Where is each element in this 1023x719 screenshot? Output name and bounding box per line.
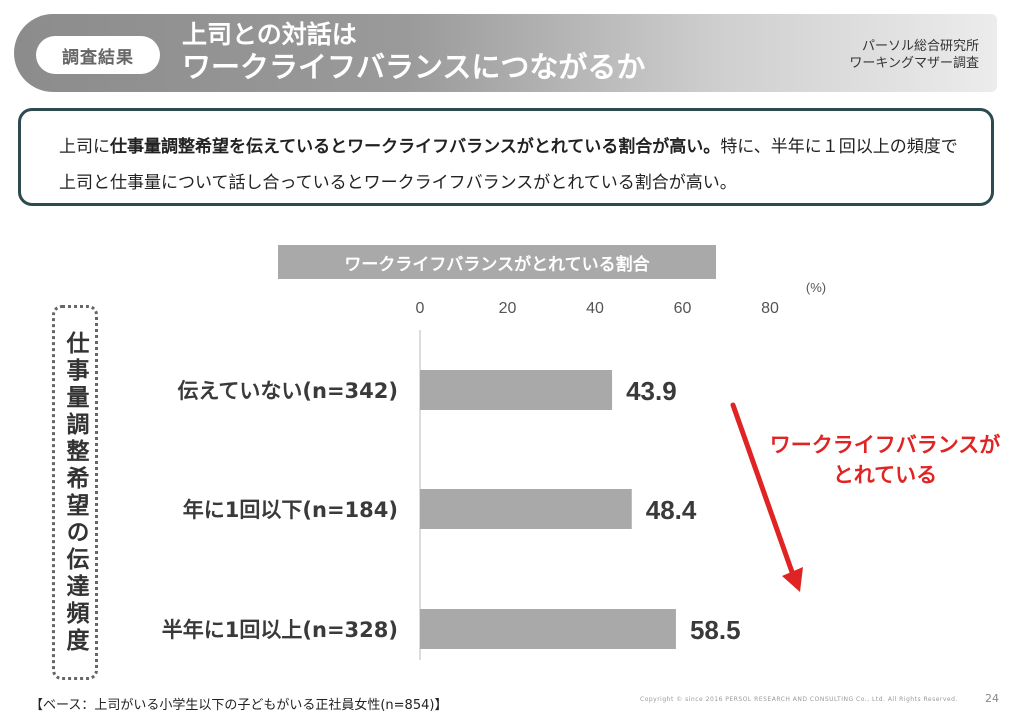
base-note: 【ベース：上司がいる小学生以下の子どもがいる正社員女性(n=854)】 (30, 698, 448, 713)
annotation-line-1: ワークライフバランスが (769, 433, 1001, 457)
source-survey: ワーキングマザー調査 (849, 56, 979, 71)
chart-title: ワークライフバランスがとれている割合 (278, 245, 716, 279)
source-org: パーソル総合研究所 (861, 39, 979, 54)
category-label: 半年に1回以上(n=328) (162, 618, 398, 642)
header-banner: 調査結果 上司との対話は ワークライフバランスにつながるか パーソル総合研究所 … (14, 14, 997, 92)
x-tick-label: 80 (761, 300, 779, 317)
unit-label: (%) (806, 280, 826, 295)
bar-value-label: 58.5 (690, 615, 741, 645)
summary-box: 上司に仕事量調整希望を伝えているとワークライフバランスがとれている割合が高い。特… (18, 108, 994, 206)
bar (420, 489, 632, 529)
trend-arrow-icon (730, 402, 803, 592)
x-tick-label: 40 (586, 300, 604, 317)
badge-survey-results: 調査結果 (36, 36, 160, 74)
bar (420, 609, 676, 649)
title-line-1: 上司との対話は (182, 20, 357, 49)
vertical-axis-label: 仕事量調整希望の伝達頻度 (62, 330, 88, 655)
title-line-2: ワークライフバランスにつながるか (182, 50, 646, 84)
trend-annotation: ワークライフバランスが とれている (760, 430, 1010, 490)
source-label: パーソル総合研究所 ワーキングマザー調査 (849, 38, 979, 72)
category-label: 伝えていない(n=342) (177, 379, 398, 403)
page-number: 24 (985, 692, 999, 705)
summary-bold: 仕事量調整希望を伝えているとワークライフバランスがとれている割合が高い。 (110, 137, 721, 157)
vertical-axis-label-box: 仕事量調整希望の伝達頻度 (52, 305, 98, 680)
category-label: 年に1回以下(n=184) (183, 498, 398, 522)
bar-value-label: 48.4 (646, 495, 697, 525)
copyright: Copyright © since 2016 PERSOL RESEARCH A… (640, 696, 958, 703)
summary-rest: 特に、半年に１回以上の頻度で上司と仕事量について話し合っているとワークライフバラ… (59, 137, 958, 193)
x-tick-label: 0 (416, 300, 425, 317)
summary-lead: 上司に (59, 137, 110, 157)
bar-value-label: 43.9 (626, 376, 677, 406)
page-title: 上司との対話は ワークライフバランスにつながるか (182, 20, 645, 85)
x-tick-label: 60 (674, 300, 692, 317)
x-tick-label: 20 (499, 300, 517, 317)
annotation-line-2: とれている (832, 463, 938, 487)
bar (420, 370, 613, 410)
